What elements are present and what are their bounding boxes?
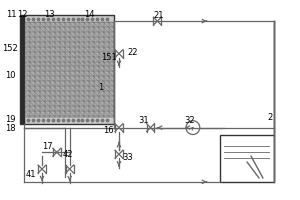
Text: 17: 17 <box>42 142 52 151</box>
Bar <box>25 15 114 22</box>
Text: 11: 11 <box>6 10 17 19</box>
Text: 41: 41 <box>26 170 36 179</box>
Bar <box>25 22 114 117</box>
Text: 33: 33 <box>122 153 133 162</box>
Text: 14: 14 <box>84 10 94 19</box>
Text: 19: 19 <box>5 115 16 124</box>
Text: 10: 10 <box>5 71 16 80</box>
Bar <box>220 135 274 182</box>
Text: 22: 22 <box>128 48 138 57</box>
Text: 12: 12 <box>17 10 28 19</box>
Text: 2: 2 <box>267 113 272 122</box>
Text: 16: 16 <box>103 126 113 135</box>
Text: 18: 18 <box>5 124 16 133</box>
Text: 42: 42 <box>62 150 73 159</box>
Text: 152: 152 <box>3 44 18 53</box>
Text: 31: 31 <box>138 116 149 125</box>
Bar <box>20 15 25 124</box>
Bar <box>20 15 114 124</box>
Text: 13: 13 <box>44 10 54 19</box>
Text: 32: 32 <box>184 116 195 125</box>
Text: 1: 1 <box>99 83 104 92</box>
Text: 151: 151 <box>101 53 117 62</box>
Text: 21: 21 <box>153 11 164 20</box>
Bar <box>25 117 114 124</box>
